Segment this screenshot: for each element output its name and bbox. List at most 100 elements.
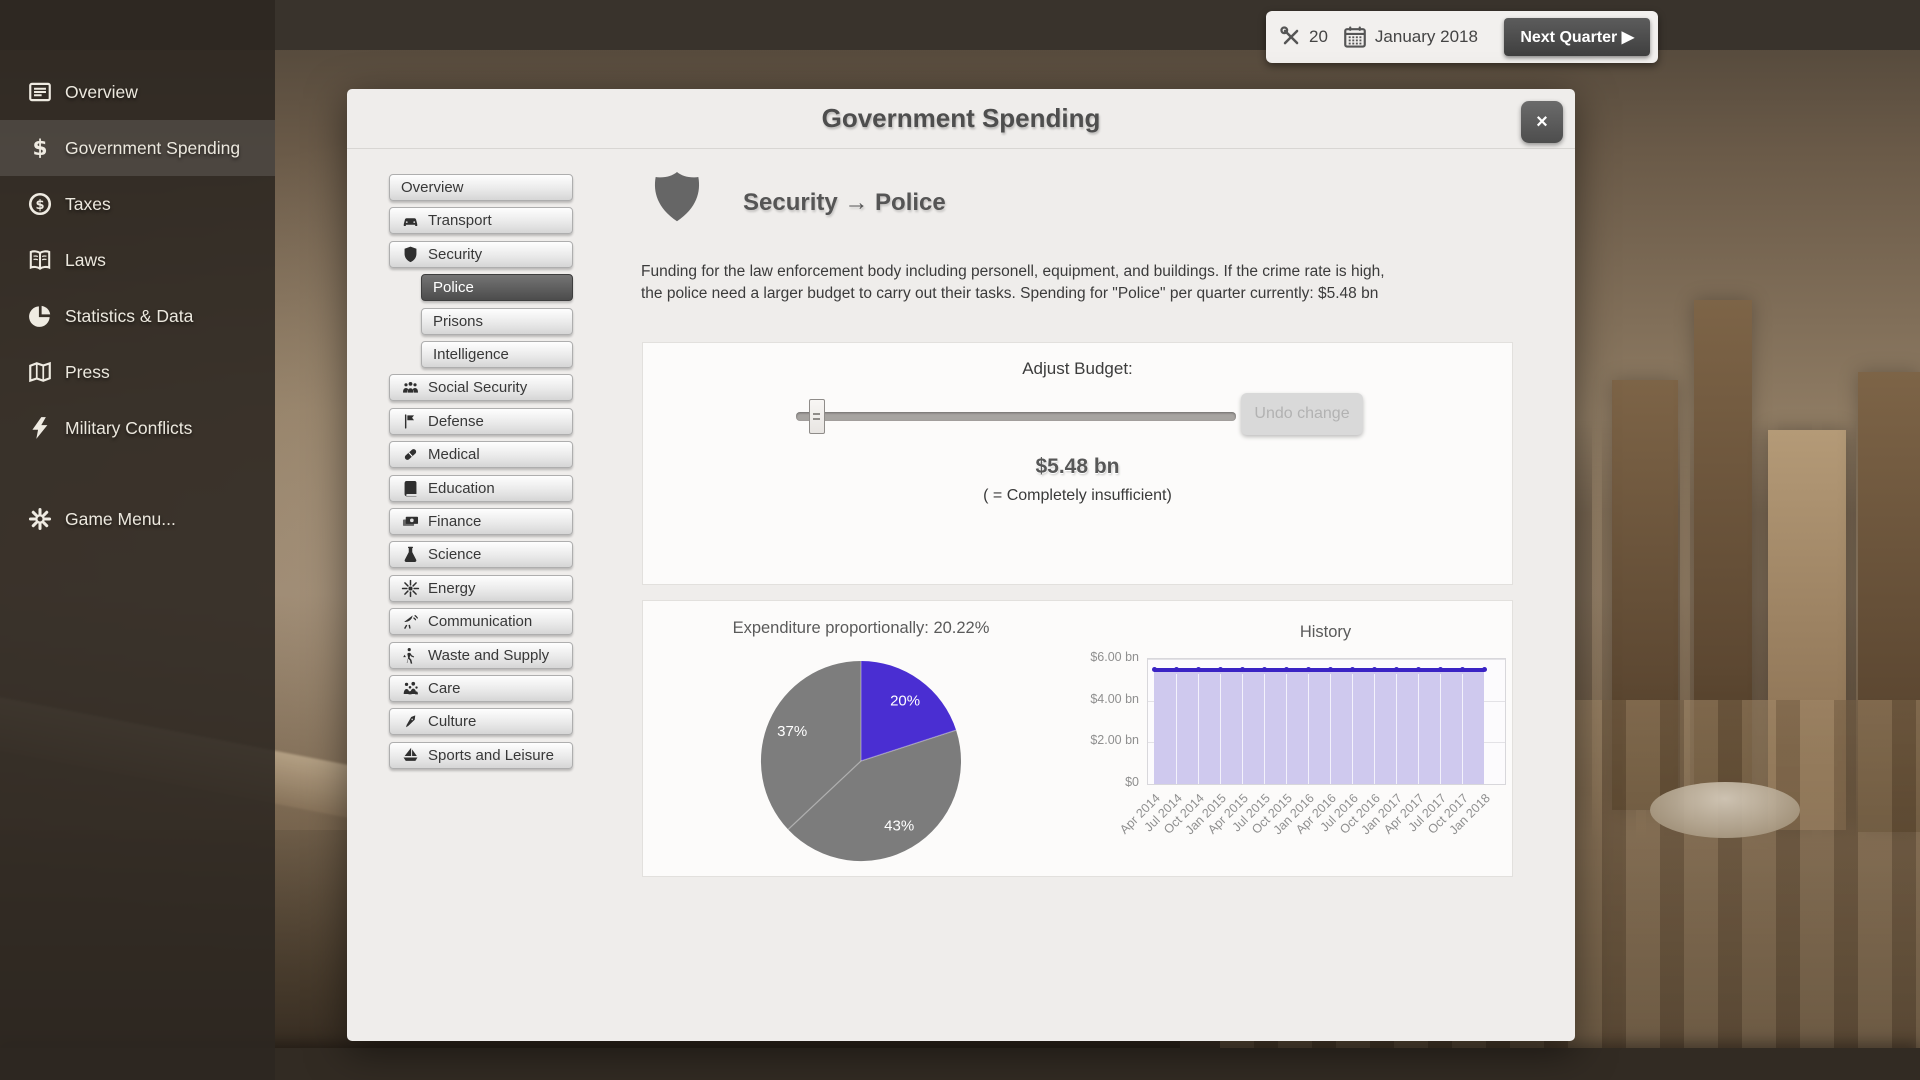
laws-icon [27,247,53,273]
nav-transport[interactable]: Transport [389,207,573,235]
nav-sports-and-leisure[interactable]: Sports and Leisure [389,741,573,769]
expenditure-pie-chart: 20% 43% 37% [760,661,962,862]
nav-care[interactable]: Care [389,675,573,702]
pie-slice-20 [861,661,957,761]
undo-change-button[interactable]: Undo change [1241,393,1363,435]
category-description: Funding for the law enforcement body inc… [641,261,1521,304]
history-quarter-gridline [1264,673,1265,784]
adjust-budget-label: Adjust Budget: [1022,359,1133,378]
nav-label: Intelligence [433,346,509,363]
nav-finance[interactable]: Finance [389,508,573,535]
description-line-1: Funding for the law enforcement body inc… [641,263,1385,280]
sidebar-item-taxes[interactable]: $ Taxes [0,176,275,232]
nav-social-security[interactable]: Social Security [389,374,573,402]
nav-label: Defense [428,412,484,430]
sidebar-item-game-menu[interactable]: Game Menu... [0,491,275,547]
communication-icon [401,612,420,631]
history-data-point [1415,667,1421,673]
history-data-point [1305,667,1311,673]
tools-count: 20 [1309,27,1328,46]
next-quarter-button[interactable]: Next Quarter ▶ [1504,18,1650,56]
nav-label: Prisons [433,312,484,330]
nav-label: Culture [428,713,477,731]
nav-science[interactable]: Science [389,541,573,569]
budget-amount: $5.48 bn [1035,455,1120,478]
nav-culture[interactable]: Culture [389,708,573,736]
nav-label: Communication [428,613,533,631]
history-data-point [1239,667,1245,673]
close-button[interactable]: × [1521,101,1563,143]
nav-prisons[interactable]: Prisons [421,307,573,335]
page-title: Security → Police [743,189,946,216]
nav-defense[interactable]: Defense [389,407,573,435]
sidebar-item-military-conflicts[interactable]: Military Conflicts [0,400,275,456]
sidebar-item-label: Laws [65,249,106,270]
history-quarter-gridline [1220,673,1221,784]
social-security-icon [401,378,420,397]
history-plot-area [1147,658,1506,785]
nav-label: Police [433,279,474,297]
history-quarter-gridline [1440,673,1441,784]
game-toolbar: 20 January 2018 Next Quarter ▶ [1266,11,1658,63]
sidebar-item-label: Game Menu... [65,508,176,529]
nav-intelligence[interactable]: Intelligence [421,341,573,368]
budget-slider-track[interactable] [796,412,1236,421]
history-quarter-gridline [1198,673,1199,784]
nav-security[interactable]: Security [389,240,573,268]
history-quarter-gridline [1374,673,1375,784]
sidebar: Overview $ Government Spending $ Taxes Laws St… [0,0,275,1080]
nav-police[interactable]: Police [421,274,573,302]
pie-slice-label: 43% [884,818,914,835]
history-y-tick-label: $2.00 bn [1090,733,1139,748]
bottom-bar [0,1048,1920,1080]
defense-icon [401,412,420,431]
pie-slice-label: 37% [777,723,807,740]
history-data-point [1261,667,1267,673]
history-data-point [1217,667,1223,673]
history-quarter-gridline [1462,673,1463,784]
nav-label: Overview [401,179,464,196]
nav-label: Transport [428,212,492,230]
sidebar-item-press[interactable]: Press [0,344,275,400]
sidebar-item-label: Taxes [65,193,111,214]
press-icon [27,359,53,385]
history-data-point [1481,667,1487,673]
sidebar-item-laws[interactable]: Laws [0,232,275,288]
pie-divider [860,729,957,762]
nav-waste-and-supply[interactable]: Waste and Supply [389,641,573,669]
transport-icon [401,211,420,230]
sidebar-item-government-spending[interactable]: $ Government Spending [0,120,275,176]
budget-assessment: ( = Completely insufficient) [983,487,1172,504]
calendar-icon [1342,24,1368,50]
charts-panel: Expenditure proportionally: 20.22% 20% 43… [642,600,1513,877]
finance-icon [401,512,420,531]
nav-communication[interactable]: Communication [389,608,573,636]
history-data-point [1327,667,1333,673]
nav-medical[interactable]: Medical [389,441,573,469]
pie-slice-37 [760,661,861,830]
nav-label: Sports and Leisure [428,746,554,764]
sidebar-item-statistics-data[interactable]: Statistics & Data [0,288,275,344]
sidebar-item-overview[interactable]: Overview [0,64,275,120]
pie-divider [787,760,862,830]
history-quarter-gridline [1396,673,1397,784]
history-y-tick-label: $6.00 bn [1090,650,1139,664]
sidebar-item-label: Overview [65,81,138,102]
history-data-point [1437,667,1443,673]
nav-education[interactable]: Education [389,474,573,502]
nav-label: Social Security [428,379,528,397]
government-spending-modal: Government Spending × Overview Transport S… [347,89,1575,1041]
statistics-icon [27,303,53,329]
sports-icon [401,746,420,765]
energy-icon [401,579,420,598]
history-quarter-gridline [1242,673,1243,784]
budget-slider-handle[interactable] [808,399,825,434]
culture-icon [401,712,420,731]
sidebar-item-label: Press [65,361,110,382]
pie-slice-label: 20% [890,692,920,709]
nav-energy[interactable]: Energy [389,574,573,602]
nav-overview[interactable]: Overview [389,174,573,201]
background-dome-building [1650,782,1800,838]
history-quarter-gridline [1352,673,1353,784]
history-quarter-gridline [1176,673,1177,784]
